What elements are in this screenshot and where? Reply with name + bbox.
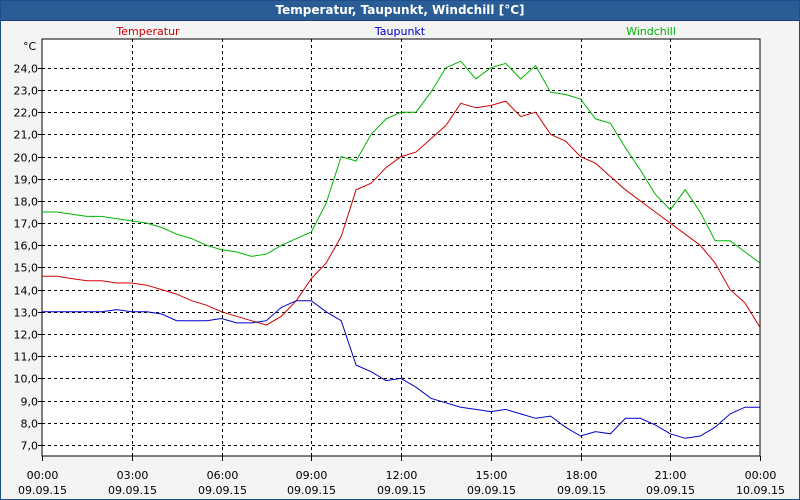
y-tick-label: 13,0	[14, 307, 39, 320]
x-tick-label-time: 18:00	[566, 469, 598, 482]
y-tick-label: 24,0	[14, 63, 39, 76]
y-tick-label: 15,0	[14, 262, 39, 275]
x-tick-label-time: 12:00	[386, 469, 418, 482]
series-line-windchill	[42, 60, 761, 264]
legend-taupunkt: Taupunkt	[374, 25, 426, 38]
x-tick-label-time: 00:00	[745, 469, 777, 482]
legend-windchill: Windchill	[626, 25, 676, 38]
y-tick-label: 17,0	[14, 218, 39, 231]
y-tick-label: 11,0	[14, 351, 39, 364]
series-line-temperatur	[42, 100, 761, 328]
y-tick-label: 16,0	[14, 240, 39, 253]
plot-area	[41, 38, 761, 457]
y-tick-label: 9,0	[21, 396, 39, 409]
y-tick-label: 23,0	[14, 85, 39, 98]
x-tick-label-date: 10.09.15	[736, 484, 785, 497]
legend-temperatur: Temperatur	[115, 25, 180, 38]
window-title: Temperatur, Taupunkt, Windchill [°C]	[1, 1, 799, 21]
y-tick-label: 10,0	[14, 373, 39, 386]
y-tick-label: 21,0	[14, 129, 39, 142]
x-tick-label-time: 15:00	[476, 469, 508, 482]
x-tick-label-time: 06:00	[207, 469, 239, 482]
x-tick-label-date: 09.09.15	[557, 484, 606, 497]
x-tick-label-date: 09.09.15	[108, 484, 157, 497]
y-tick-label: 14,0	[14, 285, 39, 298]
y-tick-label: 8,0	[21, 418, 39, 431]
x-tick-label-time: 03:00	[117, 469, 149, 482]
x-tick-label-date: 09.09.15	[18, 484, 67, 497]
y-tick-label: 12,0	[14, 329, 39, 342]
x-tick-label-date: 09.09.15	[467, 484, 516, 497]
series-line-taupunkt	[42, 300, 760, 439]
y-tick-label: 18,0	[14, 196, 39, 209]
x-tick-label-date: 09.09.15	[287, 484, 336, 497]
x-tick-label-time: 21:00	[655, 469, 687, 482]
x-tick-label-time: 00:00	[27, 469, 59, 482]
y-tick-label: 19,0	[14, 174, 39, 187]
x-tick-label-time: 09:00	[296, 469, 328, 482]
y-tick-label: 7,0	[21, 440, 39, 453]
x-tick-label-date: 09.09.15	[377, 484, 426, 497]
x-tick-label-date: 09.09.15	[646, 484, 695, 497]
x-tick-label-date: 09.09.15	[198, 484, 247, 497]
y-unit-label: °C	[23, 40, 37, 53]
y-tick-label: 20,0	[14, 152, 39, 165]
y-tick-label: 22,0	[14, 107, 39, 120]
